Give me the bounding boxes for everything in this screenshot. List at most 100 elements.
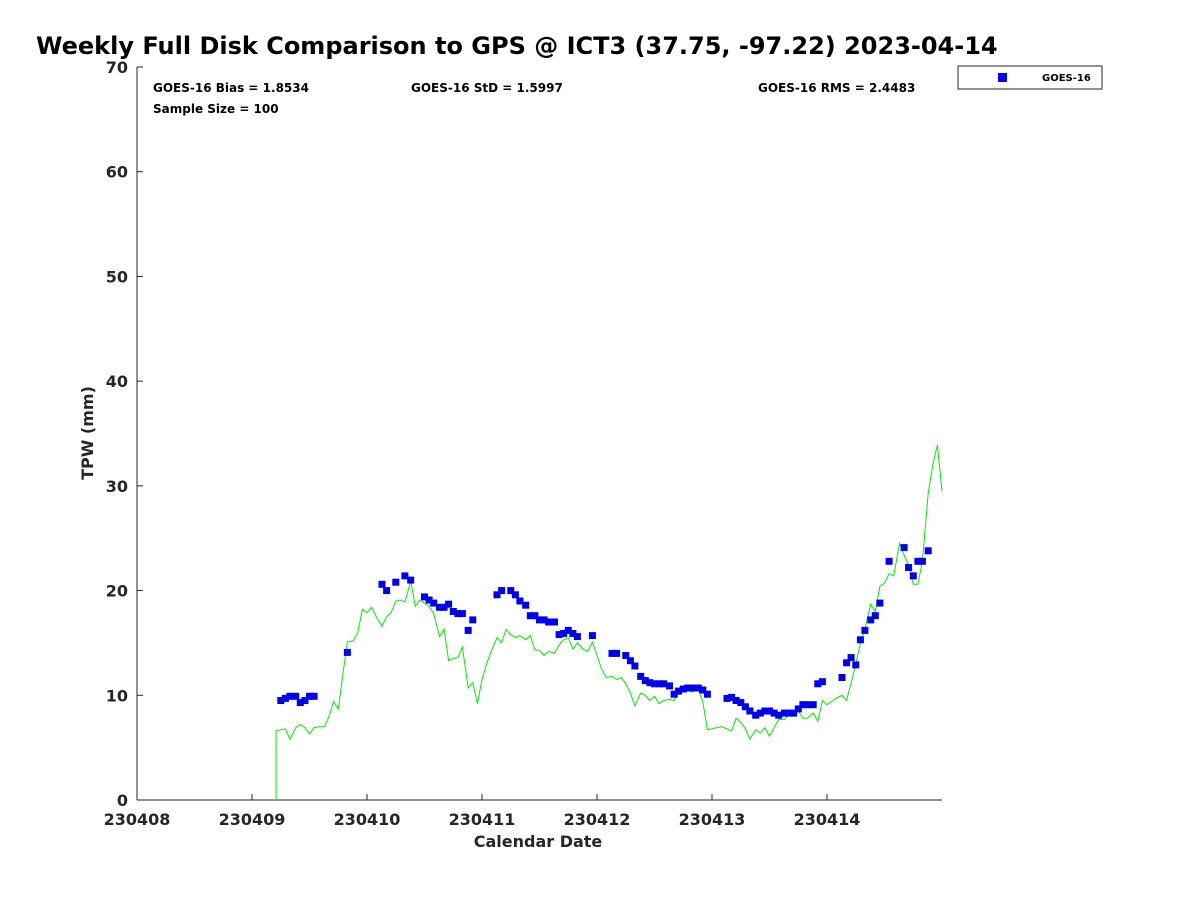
goes16-point: [684, 684, 692, 692]
y-tick-label: 70: [106, 58, 128, 77]
goes16-point: [573, 633, 581, 641]
legend: GOES-16: [957, 65, 1103, 90]
goes16-point: [522, 601, 530, 609]
goes16-point: [770, 709, 778, 717]
goes16-point: [560, 630, 568, 637]
stat-rms: GOES-16 RMS = 2.4483: [758, 81, 915, 95]
goes16-point: [803, 701, 811, 709]
legend-box: [957, 65, 1103, 90]
goes16-point: [281, 694, 289, 702]
x-tick-label: 230412: [564, 810, 631, 829]
goes16-point: [526, 612, 534, 620]
goes16-point: [905, 564, 913, 571]
goes16-point: [775, 711, 783, 719]
goes16-point: [741, 703, 749, 711]
goes16-point: [766, 707, 773, 715]
goes16-point: [876, 599, 884, 607]
goes16-point: [449, 608, 457, 615]
goes16-point: [301, 697, 309, 704]
y-tick-label: 40: [106, 372, 128, 391]
goes16-point: [555, 631, 563, 639]
goes16-point: [670, 690, 678, 698]
goes16-point: [646, 679, 654, 687]
goes16-point: [631, 662, 639, 670]
x-tick-label: 230408: [104, 810, 171, 829]
goes16-point: [292, 692, 300, 700]
goes16-point: [699, 686, 707, 694]
goes16-point: [421, 593, 428, 601]
goes16-point: [660, 680, 668, 688]
x-tick-label: 230409: [219, 810, 286, 829]
goes16-point: [569, 630, 577, 637]
goes16-point: [914, 557, 922, 565]
goes16-point: [511, 591, 519, 599]
stat-std: GOES-16 StD = 1.5997: [411, 81, 563, 95]
goes16-point: [458, 610, 466, 618]
legend-marker: [998, 73, 1007, 82]
goes16-point: [622, 652, 630, 659]
goes16-point: [867, 616, 875, 624]
goes16-point: [493, 591, 501, 599]
goes16-point: [613, 649, 621, 657]
goes16-point: [277, 697, 285, 704]
goes16-point: [723, 694, 731, 702]
x-tick-label: 230410: [334, 810, 401, 829]
stat-bias: GOES-16 Bias = 1.8534: [153, 81, 309, 95]
goes16-point: [536, 616, 543, 624]
y-tick-label: 10: [106, 686, 128, 705]
goes16-point: [498, 587, 506, 595]
goes16-point: [651, 680, 658, 688]
goes16-point: [392, 578, 400, 586]
goes16-point: [752, 711, 760, 719]
y-tick-label: 60: [106, 163, 128, 182]
goes16-point: [909, 572, 917, 580]
goes16-point: [469, 616, 477, 624]
goes16-series: [277, 544, 932, 719]
stat-sample-size: Sample Size = 100: [153, 102, 279, 116]
goes16-point: [746, 707, 754, 715]
goes16-point: [564, 626, 572, 634]
goes16-point: [728, 693, 736, 701]
goes16-point: [464, 626, 472, 634]
goes16-point: [679, 685, 687, 693]
goes16-point: [531, 612, 539, 620]
goes16-point: [666, 682, 673, 690]
legend-label: GOES-16: [1042, 73, 1091, 84]
goes16-point: [296, 699, 304, 707]
goes16-point: [637, 672, 645, 680]
goes16-point: [781, 709, 788, 717]
x-tick-label: 230413: [679, 810, 746, 829]
x-ticks: 230408 230409 230410 230411 230412 230413 2304…: [104, 794, 860, 829]
goes16-point: [655, 680, 663, 688]
gps-line: [275, 444, 943, 800]
goes16-point: [761, 707, 769, 715]
goes16-point: [818, 678, 826, 686]
goes16-point: [794, 705, 802, 713]
goes16-point: [785, 709, 793, 717]
goes16-point: [401, 572, 409, 580]
goes16-point: [799, 701, 807, 709]
chart-title: Weekly Full Disk Comparison to GPS @ ICT…: [36, 32, 998, 60]
goes16-point: [383, 587, 391, 595]
goes16-point: [809, 701, 817, 709]
goes16-point: [918, 557, 926, 565]
y-tick-label: 20: [106, 582, 128, 601]
goes16-point: [551, 618, 558, 626]
goes16-point: [588, 632, 596, 640]
goes16-point: [545, 618, 553, 626]
goes16-point: [688, 684, 696, 692]
goes16-point: [516, 597, 524, 605]
goes16-point: [407, 576, 415, 584]
goes16-point: [286, 692, 294, 700]
goes16-point: [790, 709, 798, 717]
goes16-point: [675, 687, 683, 695]
gps-series: [275, 444, 943, 800]
goes16-point: [703, 690, 711, 698]
goes16-point: [540, 616, 548, 624]
goes16-point: [445, 600, 453, 608]
goes16-point: [454, 610, 462, 618]
plot-axes: [136, 67, 942, 801]
y-ticks: 0 10 20 30 40 50 60 70: [106, 58, 143, 810]
goes16-point: [838, 674, 846, 681]
